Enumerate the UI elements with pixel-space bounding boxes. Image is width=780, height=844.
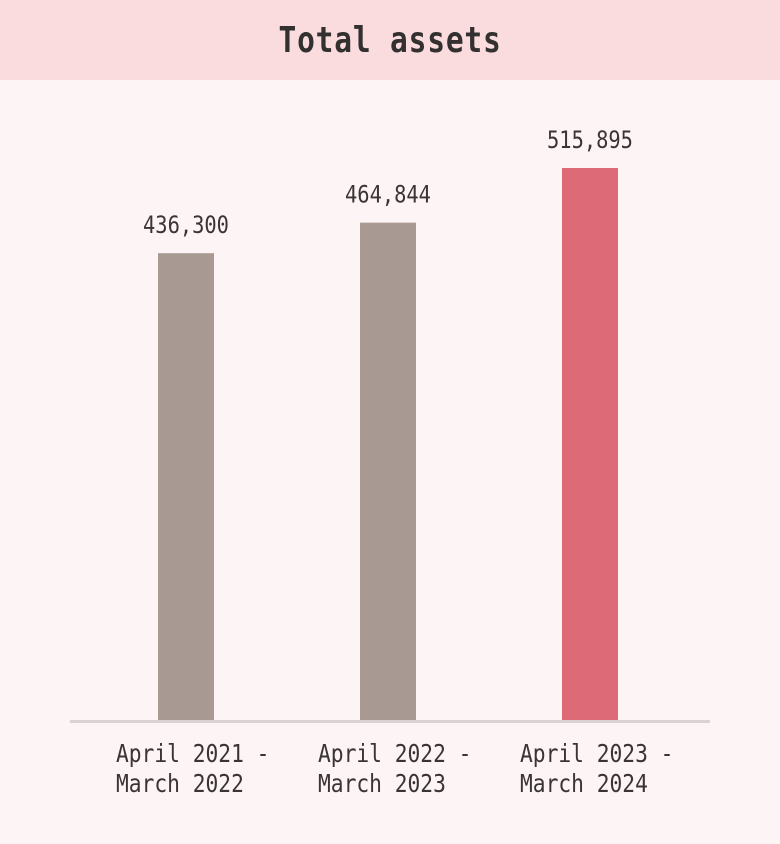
bar-chart-svg: 436,300 464,844 515,895 April 2021 -March 2…: [70, 126, 710, 798]
x-tick-label-1: April 2021 -March 2022: [116, 739, 269, 798]
bar-chart: 436,300 464,844 515,895 April 2021 -March 2…: [0, 80, 780, 840]
bar-1: [158, 253, 214, 720]
bar-value-label-1: 436,300: [143, 212, 229, 240]
bar-2: [360, 222, 416, 720]
bar-value-label-3: 515,895: [547, 126, 633, 154]
bar-3: [562, 168, 618, 720]
x-tick-label-2: April 2022 -March 2023: [318, 739, 471, 798]
x-tick-label-3: April 2023 -March 2024: [520, 739, 673, 798]
chart-header: Total assets: [0, 0, 780, 80]
bar-value-label-2: 464,844: [345, 181, 431, 209]
chart-title: Total assets: [278, 19, 502, 61]
